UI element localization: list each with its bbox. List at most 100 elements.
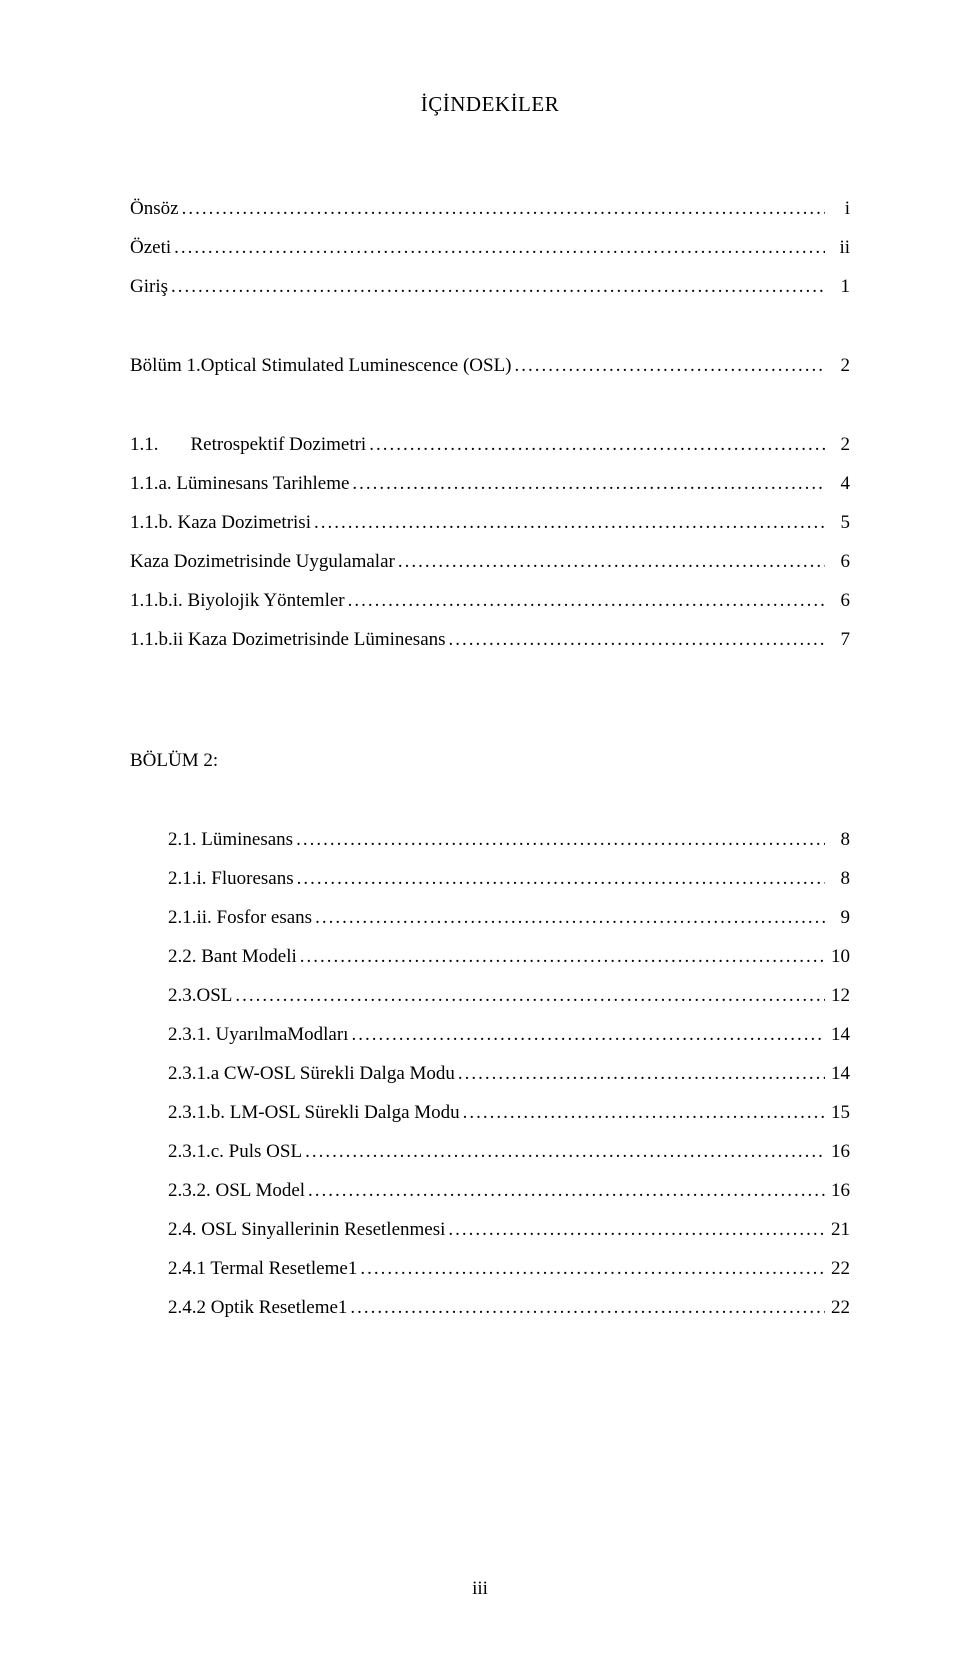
toc-entry: 2.4. OSL Sinyallerinin Resetlenmesi 21 [130,1220,850,1239]
toc-label: 1.1.b.ii Kaza Dozimetrisinde Lüminesans [130,630,446,649]
toc-leader-dots [314,513,825,532]
toc-label: 1.1. Retrospektif Dozimetri [130,435,366,454]
toc-page-number: 2 [828,356,850,375]
toc-entry: 1.1.b. Kaza Dozimetrisi 5 [130,513,850,532]
toc-entry: 2.2. Bant Modeli 10 [130,947,850,966]
toc-page-number: 22 [828,1259,850,1278]
toc-page-number: 10 [828,947,850,966]
toc-label: 2.3.1. UyarılmaModları [168,1025,348,1044]
toc-page-number: 8 [828,830,850,849]
toc-leader-dots [235,986,825,1005]
toc-leader-dots [315,908,825,927]
toc-leader-dots [350,1298,825,1317]
toc-label: 2.3.1.c. Puls OSL [168,1142,302,1161]
toc-entry: Kaza Dozimetrisinde Uygulamalar 6 [130,552,850,571]
toc-entry: 2.3.1.b. LM-OSL Sürekli Dalga Modu 15 [130,1103,850,1122]
toc-label: 2.1.i. Fluoresans [168,869,294,888]
toc-label: 2.3.2. OSL Model [168,1181,305,1200]
toc-leader-dots [463,1103,825,1122]
toc-entry: 2.3.1.a CW-OSL Sürekli Dalga Modu 14 [130,1064,850,1083]
toc-entry: Özeti ii [130,238,850,257]
toc-entry: 2.1.ii. Fosfor esans 9 [130,908,850,927]
toc-page-number: 12 [828,986,850,1005]
toc-leader-dots [351,1025,825,1044]
toc-entry: 2.3.OSL 12 [130,986,850,1005]
toc-page-number: 16 [828,1142,850,1161]
toc-leader-dots [448,1220,825,1239]
toc-page-number: 14 [828,1064,850,1083]
toc-label: 1.1.b.i. Biyolojik Yöntemler [130,591,345,610]
toc-label: BÖLÜM 2: [130,751,218,770]
section-spacer [130,395,850,435]
toc-number: 1.1. [130,434,159,455]
toc-page-number: 2 [828,435,850,454]
toc-label: 2.4. OSL Sinyallerinin Resetlenmesi [168,1220,445,1239]
toc-leader-dots [182,199,825,218]
toc-entry: 2.3.1. UyarılmaModları 14 [130,1025,850,1044]
toc-label: 2.4.1 Termal Resetleme1 [168,1259,357,1278]
toc-label: 2.3.1.b. LM-OSL Sürekli Dalga Modu [168,1103,460,1122]
table-of-contents: Önsöz i Özeti ii Giriş 1 Bölüm 1.Optical… [130,199,850,1317]
toc-text: Retrospektif Dozimetri [191,434,367,455]
toc-page-number: 14 [828,1025,850,1044]
toc-leader-dots [458,1064,825,1083]
toc-entry: 2.3.2. OSL Model 16 [130,1181,850,1200]
toc-page-number: 1 [828,277,850,296]
toc-leader-dots [300,947,825,966]
toc-leader-dots [449,630,825,649]
toc-label: Giriş [130,277,168,296]
toc-leader-dots [305,1142,825,1161]
toc-leader-dots [348,591,825,610]
toc-leader-dots [297,869,825,888]
toc-label: 2.3.OSL [168,986,232,1005]
toc-page-number: 5 [828,513,850,532]
toc-page-number: 7 [828,630,850,649]
page-footer-number: iii [0,1578,960,1600]
toc-entry: 1.1. Retrospektif Dozimetri 2 [130,435,850,454]
toc-page-number: i [828,199,850,218]
section-spacer [130,790,850,830]
toc-page-number: 15 [828,1103,850,1122]
toc-entry: Giriş 1 [130,277,850,296]
toc-entry: 2.3.1.c. Puls OSL 16 [130,1142,850,1161]
toc-page-number: 21 [828,1220,850,1239]
toc-label: Kaza Dozimetrisinde Uygulamalar [130,552,395,571]
toc-label: Bölüm 1.Optical Stimulated Luminescence … [130,356,512,375]
section-spacer [130,316,850,356]
toc-leader-dots [515,356,825,375]
toc-label: 1.1.a. Lüminesans Tarihleme [130,474,349,493]
toc-entry: 1.1.b.ii Kaza Dozimetrisinde Lüminesans … [130,630,850,649]
toc-label: Önsöz [130,199,179,218]
toc-entry: 1.1.a. Lüminesans Tarihleme 4 [130,474,850,493]
toc-label: Özeti [130,238,171,257]
toc-entry: 2.4.1 Termal Resetleme1 22 [130,1259,850,1278]
section-spacer [130,669,850,751]
toc-leader-dots [352,474,825,493]
toc-entry: 2.1. Lüminesans 8 [130,830,850,849]
toc-page-number: 6 [828,591,850,610]
toc-label: 2.1. Lüminesans [168,830,293,849]
toc-page-number: ii [828,238,850,257]
toc-leader-dots [174,238,825,257]
toc-chapter-heading: BÖLÜM 2: [130,751,850,770]
toc-label: 2.4.2 Optik Resetleme1 [168,1298,347,1317]
toc-leader-dots [369,435,825,454]
toc-leader-dots [171,277,825,296]
toc-label: 2.3.1.a CW-OSL Sürekli Dalga Modu [168,1064,455,1083]
toc-page-number: 16 [828,1181,850,1200]
toc-page-number: 8 [828,869,850,888]
toc-label: 2.2. Bant Modeli [168,947,297,966]
toc-entry: 2.1.i. Fluoresans 8 [130,869,850,888]
toc-chapter-heading: Bölüm 1.Optical Stimulated Luminescence … [130,356,850,375]
toc-entry: Önsöz i [130,199,850,218]
toc-leader-dots [296,830,825,849]
toc-entry: 2.4.2 Optik Resetleme1 22 [130,1298,850,1317]
toc-entry: 1.1.b.i. Biyolojik Yöntemler 6 [130,591,850,610]
toc-page-number: 4 [828,474,850,493]
page-title: İÇİNDEKİLER [130,92,850,117]
toc-leader-dots [360,1259,825,1278]
toc-page-number: 9 [828,908,850,927]
toc-page-number: 6 [828,552,850,571]
toc-label: 2.1.ii. Fosfor esans [168,908,312,927]
toc-label: 1.1.b. Kaza Dozimetrisi [130,513,311,532]
